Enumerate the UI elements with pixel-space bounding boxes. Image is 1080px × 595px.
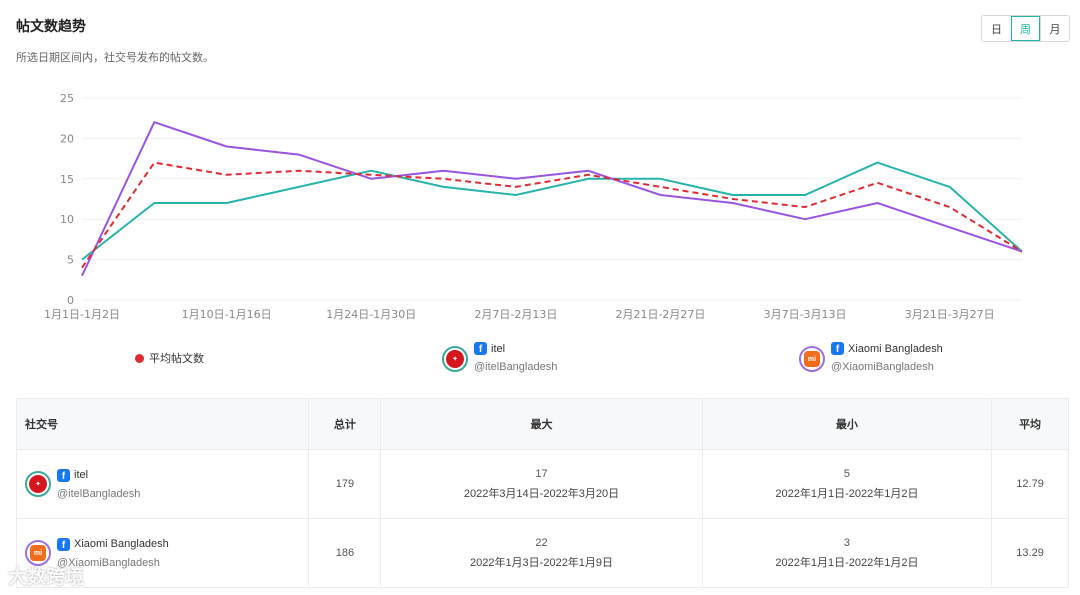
y-tick-label: 5 (67, 254, 74, 267)
watermark: 大数跨境 (8, 566, 85, 588)
mi-logo-icon: mi (799, 346, 825, 372)
series-line (81, 121, 1023, 277)
header-total[interactable]: 总计 (308, 399, 380, 449)
period-day-button[interactable]: 日 (982, 16, 1011, 41)
min-cell: 3 2022年1月1日-2022年1月2日 (701, 519, 991, 587)
legend-account-handle: @XiaomiBangladesh (831, 361, 934, 373)
table-row: ✦ f itel @itelBangladesh 179 17 2022年3月14… (17, 449, 1068, 518)
min-range: 2022年1月1日-2022年1月2日 (775, 556, 919, 569)
min-value: 5 (843, 467, 850, 480)
y-tick-label: 20 (60, 132, 74, 145)
min-range: 2022年1月1日-2022年1月2日 (775, 487, 919, 500)
header-min[interactable]: 最小 (701, 399, 991, 449)
period-week-button[interactable]: 周 (1011, 16, 1040, 41)
series-line (81, 161, 1023, 261)
min-value: 3 (843, 536, 850, 549)
itel-logo-icon: ✦ (442, 346, 468, 372)
facebook-icon: f (831, 342, 844, 355)
page-title: 帖文数趋势 (16, 19, 86, 35)
account-name: Xiaomi Bangladesh (74, 538, 169, 550)
legend-account-handle: @itelBangladesh (474, 361, 558, 373)
facebook-icon: f (57, 468, 70, 482)
avg-cell: 12.79 (991, 450, 1068, 518)
x-tick-label: 2月7日-2月13日 (474, 308, 557, 321)
account-name: itel (74, 469, 89, 481)
x-tick-label: 1月1日-1月2日 (44, 308, 120, 321)
max-range: 2022年1月3日-2022年1月9日 (469, 556, 614, 569)
account-handle: @itelBangladesh (57, 487, 141, 500)
header-account[interactable]: 社交号 (25, 418, 58, 431)
y-tick-label: 25 (60, 92, 74, 105)
max-value: 17 (535, 467, 548, 480)
x-tick-label: 1月24日-1月30日 (326, 308, 416, 321)
x-tick-label: 1月10日-1月16日 (182, 308, 272, 321)
period-month-button[interactable]: 月 (1040, 16, 1069, 41)
average-dot-icon (135, 353, 144, 363)
mi-logo-icon: mi (25, 540, 51, 566)
legend-account-xiaomi[interactable]: mi f Xiaomi Bangladesh @XiaomiBangladesh (799, 342, 943, 373)
legend-average-label: 平均帖文数 (149, 352, 204, 365)
max-range: 2022年3月14日-2022年3月20日 (463, 487, 620, 500)
total-cell: 186 (308, 519, 380, 587)
facebook-icon: f (474, 342, 487, 355)
header-max[interactable]: 最大 (380, 399, 701, 449)
itel-logo-icon: ✦ (25, 471, 51, 497)
facebook-icon: f (57, 537, 70, 551)
min-cell: 5 2022年1月1日-2022年1月2日 (701, 450, 991, 518)
avg-cell: 13.29 (991, 519, 1068, 587)
max-value: 22 (535, 536, 548, 549)
table-row: mi f Xiaomi Bangladesh @XiaomiBangladesh … (17, 518, 1068, 587)
legend-average[interactable]: 平均帖文数 (135, 350, 204, 366)
max-cell: 22 2022年1月3日-2022年1月9日 (380, 519, 701, 587)
x-tick-label: 2月21日-2月27日 (615, 308, 705, 321)
legend-account-itel[interactable]: ✦ f itel @itelBangladesh (442, 342, 557, 373)
y-tick-label: 15 (60, 173, 74, 186)
x-tick-label: 3月21日-3月27日 (905, 308, 995, 321)
account-cell[interactable]: mi f Xiaomi Bangladesh @XiaomiBangladesh (17, 519, 308, 587)
stats-table: 社交号 总计 最大 最小 平均 ✦ f itel @itelBangladesh … (16, 398, 1069, 588)
posts-trend-chart: 0 5 10 15 20 25 1月1日-1月2日 1月10日-1月16日 1月24日-1月30… (44, 92, 1023, 321)
legend-account-name: itel (491, 342, 506, 355)
y-tick-label: 0 (67, 294, 74, 307)
series-line (81, 161, 1023, 269)
legend-account-name: Xiaomi Bangladesh (848, 342, 943, 355)
header-avg[interactable]: 平均 (991, 399, 1068, 449)
page-subtitle: 所选日期区间内，社交号发布的帖文数。 (16, 51, 214, 64)
account-cell[interactable]: ✦ f itel @itelBangladesh (17, 450, 308, 518)
total-cell: 179 (308, 450, 380, 518)
table-header-row: 社交号 总计 最大 最小 平均 (17, 399, 1068, 449)
max-cell: 17 2022年3月14日-2022年3月20日 (380, 450, 701, 518)
x-tick-label: 3月7日-3月13日 (764, 308, 847, 321)
period-switch: 日 周 月 (981, 15, 1070, 42)
account-handle: @XiaomiBangladesh (57, 556, 160, 569)
y-tick-label: 10 (60, 213, 74, 226)
